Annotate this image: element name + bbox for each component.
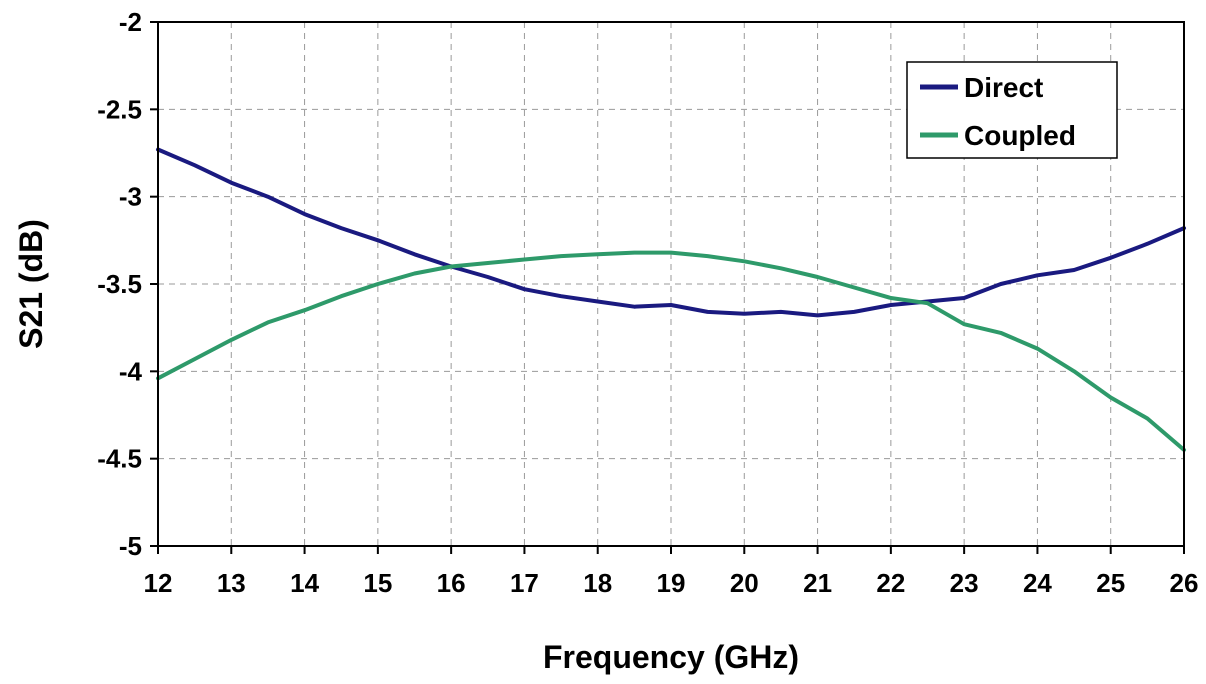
y-tick-label: -4 <box>119 356 143 386</box>
x-tick-label: 18 <box>583 568 612 598</box>
x-axis-title: Frequency (GHz) <box>543 639 799 675</box>
x-tick-label: 19 <box>657 568 686 598</box>
x-tick-label: 21 <box>803 568 832 598</box>
series-line-direct <box>156 147 1186 318</box>
x-tick-label: 17 <box>510 568 539 598</box>
x-tick-label: 20 <box>730 568 759 598</box>
x-tick-label: 14 <box>290 568 319 598</box>
x-tick-label: 16 <box>437 568 466 598</box>
x-tick-label: 24 <box>1023 568 1052 598</box>
series-layer <box>156 147 1186 452</box>
x-tick-label: 26 <box>1170 568 1199 598</box>
x-tick-label: 23 <box>950 568 979 598</box>
legend-label-coupled: Coupled <box>964 120 1076 151</box>
grid-lines <box>158 22 1184 546</box>
x-tick-label: 22 <box>876 568 905 598</box>
x-tick-label: 12 <box>144 568 173 598</box>
series-line-coupled <box>156 250 1186 452</box>
y-tick-label: -3 <box>119 182 142 212</box>
x-tick-label: 15 <box>363 568 392 598</box>
y-tick-label: -2 <box>119 7 142 37</box>
y-axis: -2 -2.5 -3 -3.5 -4 -4.5 -5 <box>97 7 158 561</box>
y-axis-title: S21 (dB) <box>13 219 49 349</box>
legend-box <box>906 61 1118 159</box>
x-tick-label: 25 <box>1096 568 1125 598</box>
y-tick-label: -4.5 <box>97 444 142 474</box>
y-tick-label: -5 <box>119 531 142 561</box>
legend-label-direct: Direct <box>964 72 1043 103</box>
x-axis: 12 13 14 15 16 17 18 19 20 21 22 23 24 25 26 <box>144 546 1199 598</box>
legend: Direct Coupled <box>906 61 1118 159</box>
y-tick-label: -3.5 <box>97 269 142 299</box>
y-tick-label: -2.5 <box>97 94 142 124</box>
x-tick-label: 13 <box>217 568 246 598</box>
